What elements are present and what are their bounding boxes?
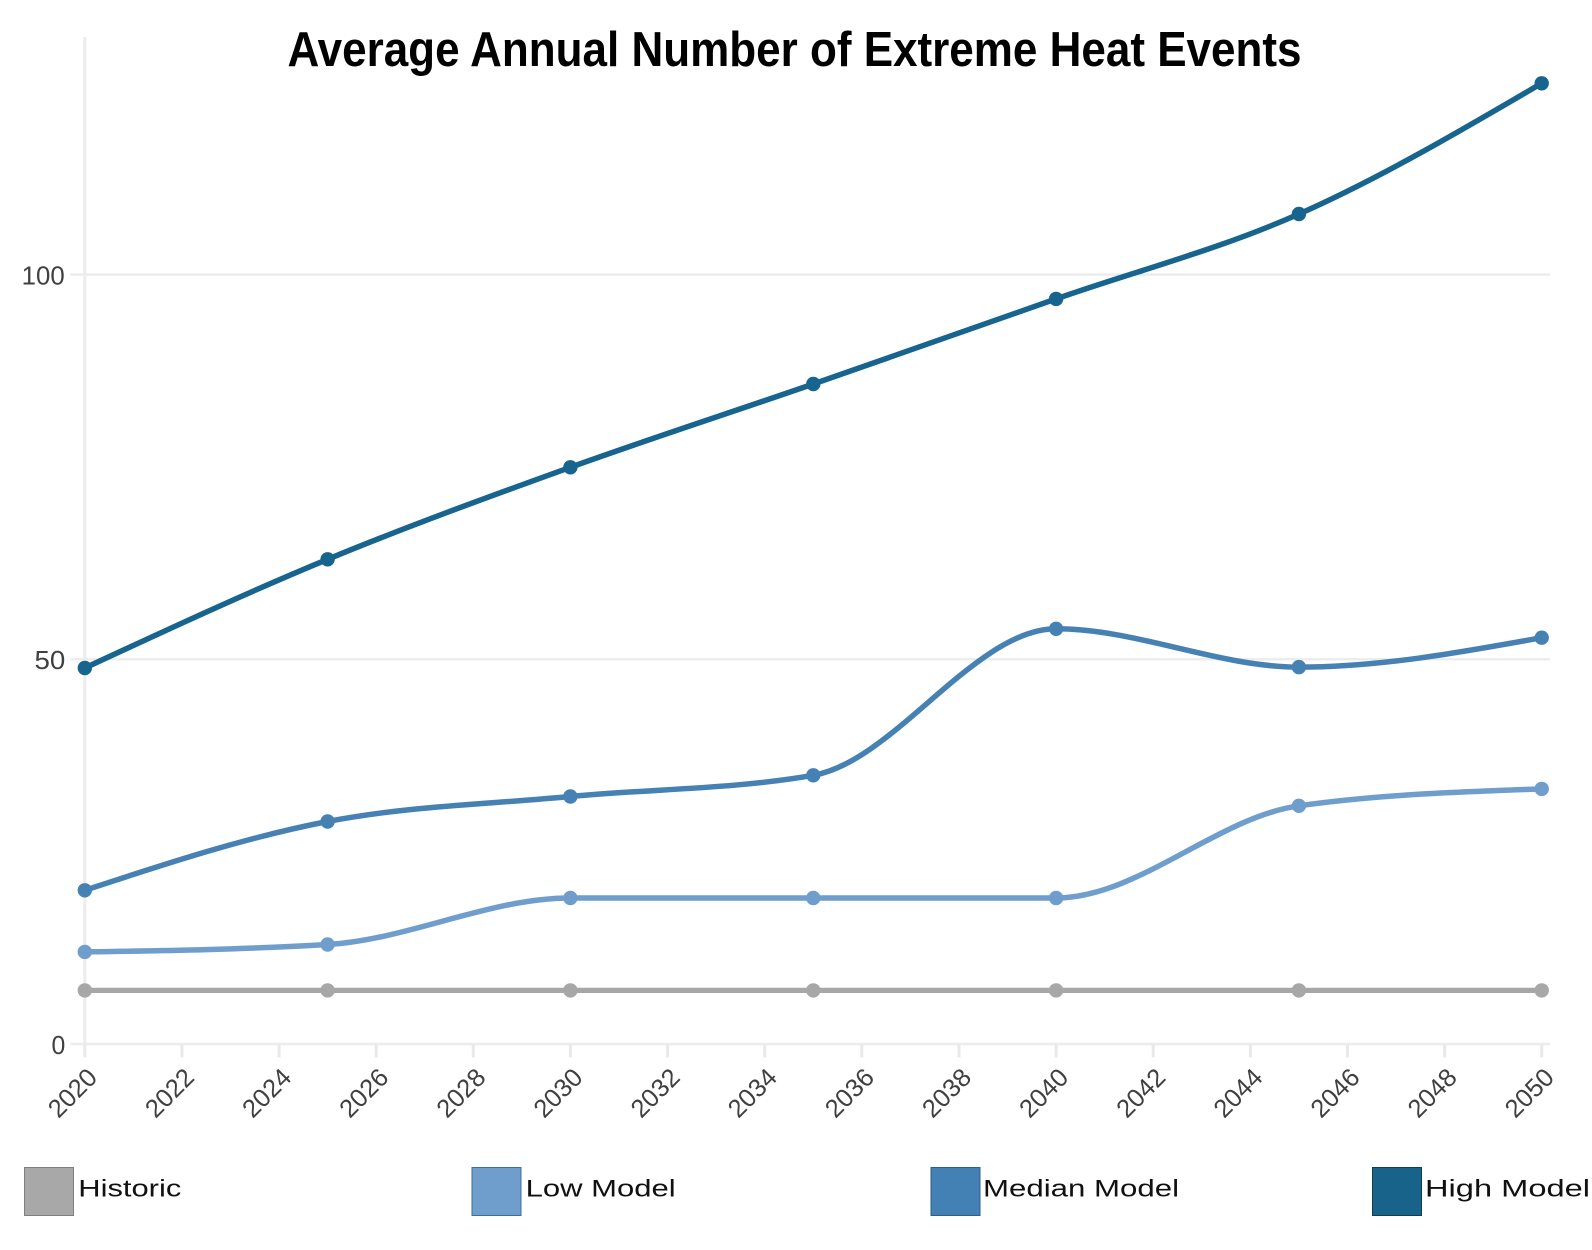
svg-text:2030: 2030 (529, 1063, 589, 1123)
svg-text:2026: 2026 (334, 1063, 394, 1123)
svg-text:2034: 2034 (723, 1063, 783, 1123)
svg-text:Low Model: Low Model (526, 1175, 676, 1202)
svg-text:2036: 2036 (820, 1063, 880, 1123)
svg-text:2020: 2020 (43, 1063, 103, 1123)
svg-text:Historic: Historic (78, 1175, 181, 1202)
svg-text:2042: 2042 (1111, 1063, 1171, 1123)
svg-text:Average Annual Number of Extre: Average Annual Number of Extreme Heat Ev… (288, 23, 1302, 77)
svg-text:0: 0 (52, 1032, 66, 1060)
svg-text:100: 100 (22, 262, 65, 290)
svg-text:2046: 2046 (1306, 1063, 1366, 1123)
svg-text:50: 50 (35, 647, 66, 675)
svg-text:Median Model: Median Model (983, 1175, 1179, 1202)
svg-text:2040: 2040 (1014, 1063, 1074, 1123)
svg-text:High Model: High Model (1425, 1175, 1590, 1202)
svg-text:2044: 2044 (1209, 1063, 1269, 1123)
svg-text:2028: 2028 (431, 1063, 491, 1123)
svg-text:2024: 2024 (237, 1063, 297, 1123)
svg-text:2032: 2032 (626, 1063, 686, 1123)
svg-text:2038: 2038 (917, 1063, 977, 1123)
svg-text:2048: 2048 (1403, 1063, 1463, 1123)
svg-text:2022: 2022 (140, 1063, 200, 1123)
svg-text:2050: 2050 (1500, 1063, 1560, 1123)
